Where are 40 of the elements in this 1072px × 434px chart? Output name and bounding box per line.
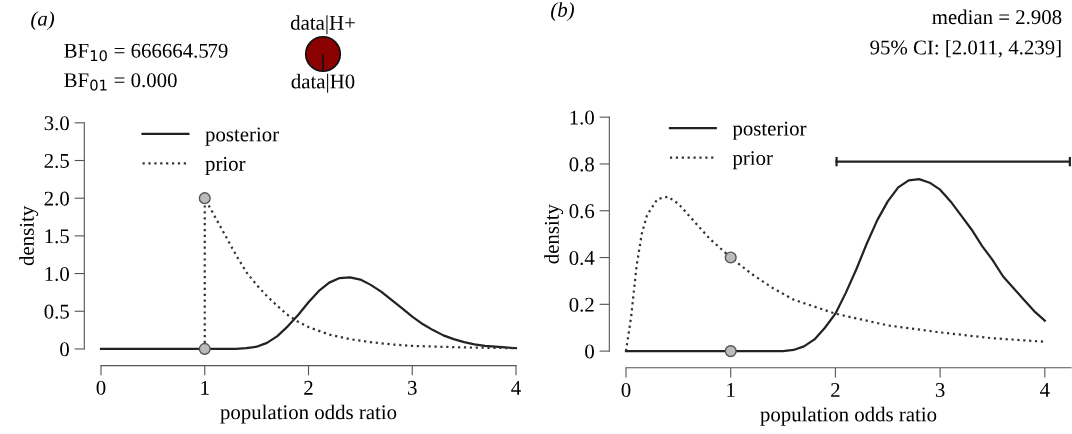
- y-axis-title: density: [19, 205, 39, 266]
- text: BF$_{10}$ = 666664.579: [64, 43, 228, 62]
- y-tick-label: 0.5: [44, 304, 69, 319]
- line-series: [99, 276, 518, 351]
- x-axis-title: population odds ratio: [760, 406, 937, 426]
- y-tick-label: 2.5: [44, 153, 69, 169]
- legend-label: data|H0: [291, 73, 355, 93]
- text: median = 2.908: [932, 9, 1062, 25]
- y-tick-label: 0: [60, 342, 69, 357]
- slice-label: data|H+: [290, 15, 355, 35]
- x-tick-label: 4: [1040, 383, 1050, 397]
- x-tick-label: 1: [727, 383, 735, 397]
- x-tick-label: 3: [935, 383, 945, 398]
- y-tick-label: 0.2: [569, 297, 594, 312]
- y-tick-label: 0: [585, 344, 594, 359]
- y-tick-label: 1.0: [570, 110, 594, 125]
- y-tick-label: 1.5: [45, 229, 69, 244]
- y-tick-label: 2.0: [44, 191, 69, 206]
- x-tick-label: 0: [621, 382, 631, 398]
- x-tick-label: 3: [408, 380, 417, 395]
- x-axis-title: population odds ratio: [220, 404, 397, 424]
- y-axis-title: density: [544, 204, 564, 264]
- legend-label: posterior: [205, 127, 279, 146]
- legend-label: prior: [732, 151, 773, 170]
- text: 95% CI: [2.011, 4.239]: [870, 39, 1061, 58]
- chart-title: (a): [31, 11, 55, 31]
- y-tick-label: 0.4: [569, 250, 595, 266]
- y-tick-label: 0.8: [569, 157, 594, 172]
- x-tick-label: 2: [304, 380, 313, 395]
- x-tick-label: 4: [511, 380, 521, 395]
- y-tick-label: 1.0: [45, 266, 69, 282]
- x-tick-label: 0: [96, 380, 106, 395]
- x-tick-label: 1: [201, 380, 209, 395]
- chart-title: (b): [551, 2, 574, 22]
- legend-label: prior: [205, 156, 246, 176]
- y-tick-label: 0.6: [569, 204, 595, 219]
- legend-label: posterior: [732, 121, 807, 140]
- y-tick-label: 3.0: [44, 116, 69, 131]
- x-tick-label: 2: [831, 383, 840, 397]
- text: BF$_{01}$ = 0.000: [64, 73, 177, 91]
